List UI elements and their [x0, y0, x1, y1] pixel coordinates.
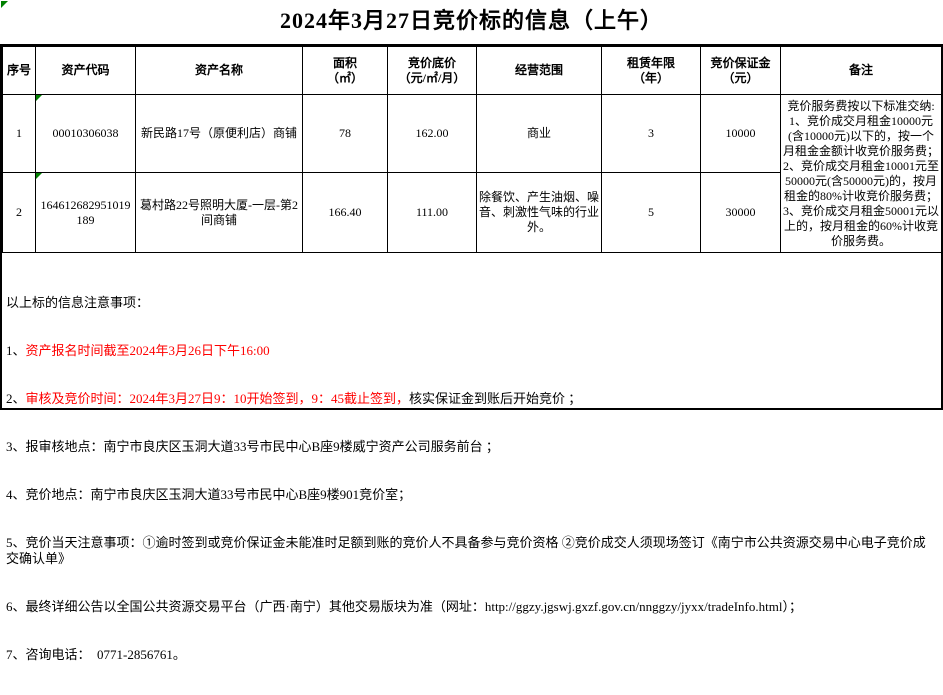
note-1-deadline: 资产报名时间截至2024年3月26日下午16:00	[25, 343, 270, 358]
cell-asset-name: 葛村路22号照明大厦-一层-第2间商铺	[135, 172, 303, 253]
col-header-lease-years: 租赁年限 （年）	[601, 46, 701, 95]
col-header-area: 面积 （㎡）	[302, 46, 388, 95]
col-header-remark: 备注	[780, 46, 942, 95]
table-row: 1 00010306038 新民路17号（原便利店）商铺 78 162.00 商…	[2, 94, 942, 253]
cell-lease-years: 5	[601, 172, 701, 253]
note-line-7: 7、咨询电话： 0771-2856761。	[6, 647, 186, 662]
cell-asset-name: 新民路17号（原便利店）商铺	[135, 94, 303, 173]
sheet-corner-marker-icon	[1, 1, 8, 8]
cell-remark-merged: 竞价服务费按以下标准交纳: 1、竞价成交月租金10000元(含10000元)以下…	[780, 94, 942, 253]
note-line-5: 5、竞价当天注意事项：①逾时签到或竞价保证金未能准时足额到账的竞价人不具备参与竞…	[6, 535, 926, 566]
note-1-prefix: 1、	[6, 343, 26, 358]
note-line-1: 1、资产报名时间截至2024年3月26日下午16:00	[6, 343, 937, 359]
note-line-3: 3、报审核地点：南宁市良庆区玉洞大道33号市民中心B座9楼威宁资产公司服务前台 …	[6, 439, 499, 454]
table-header-row: 序号 资产代码 资产名称 面积 （㎡） 竞价底价 （元/㎡/月） 经营范围 租赁…	[2, 46, 942, 95]
cell-deposit: 30000	[700, 172, 781, 253]
cell-base-price: 111.00	[387, 172, 477, 253]
note-2-prefix: 2、	[6, 391, 26, 406]
cell-corner-marker-icon	[36, 173, 42, 179]
asset-code-text: 00010306038	[52, 126, 119, 140]
page-title: 2024年3月27日竞价标的信息（上午）	[279, 8, 663, 33]
note-line-2: 2、审核及竞价时间：2024年3月27日9：10开始签到，9：45截止签到，核实…	[6, 391, 937, 407]
auction-info-table: 序号 资产代码 资产名称 面积 （㎡） 竞价底价 （元/㎡/月） 经营范围 租赁…	[2, 46, 942, 253]
cell-base-price: 162.00	[387, 94, 477, 173]
cell-seq: 2	[2, 172, 36, 253]
cell-asset-code: 164612682951019189	[35, 172, 136, 253]
asset-code-text: 164612682951019189	[40, 197, 131, 227]
cell-deposit: 10000	[700, 94, 781, 173]
notes-heading: 以上标的信息注意事项：	[6, 295, 150, 310]
cell-business-scope: 商业	[476, 94, 602, 173]
cell-seq: 1	[2, 94, 36, 173]
col-header-seq: 序号	[2, 46, 36, 95]
cell-business-scope: 除餐饮、产生油烟、噪音、刺激性气味的行业外。	[476, 172, 602, 253]
col-header-business-scope: 经营范围	[476, 46, 602, 95]
col-header-base-price: 竞价底价 （元/㎡/月）	[387, 46, 477, 95]
sheet-frame: 序号 资产代码 资产名称 面积 （㎡） 竞价底价 （元/㎡/月） 经营范围 租赁…	[0, 44, 943, 662]
table-row: 2 164612682951019189 葛村路22号照明大厦-一层-第2间商铺…	[2, 172, 942, 253]
col-header-asset-name: 资产名称	[135, 46, 303, 95]
col-header-deposit: 竞价保证金 （元）	[700, 46, 781, 95]
cell-lease-years: 3	[601, 94, 701, 173]
cell-corner-marker-icon	[36, 95, 42, 101]
note-line-4: 4、竞价地点：南宁市良庆区玉洞大道33号市民中心B座9楼901竞价室；	[6, 487, 412, 502]
note-2-tail: 核实保证金到账后开始竞价 ；	[409, 391, 582, 406]
cell-area: 78	[302, 94, 388, 173]
note-2-schedule: 审核及竞价时间：2024年3月27日9：10开始签到，9：45截止签到，	[25, 391, 410, 406]
notes-section: 以上标的信息注意事项： 1、资产报名时间截至2024年3月26日下午16:00 …	[2, 253, 941, 695]
col-header-asset-code: 资产代码	[35, 46, 136, 95]
note-line-6: 6、最终详细公告以全国公共资源交易平台（广西·南宁）其他交易版块为准（网址：ht…	[6, 599, 802, 614]
cell-asset-code: 00010306038	[35, 94, 136, 173]
cell-area: 166.40	[302, 172, 388, 253]
